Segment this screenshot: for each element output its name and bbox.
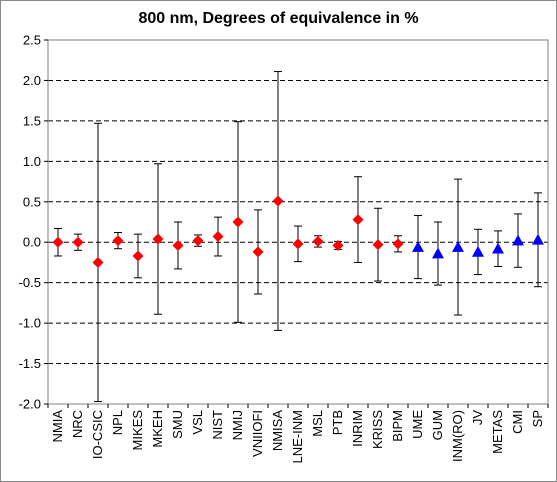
x-tick-label: NMIJ [230,410,245,440]
x-tick-label: JV [470,410,485,426]
x-tick-label: KRISS [370,410,385,449]
diamond-marker [312,235,324,247]
x-tick-label: IO-CSIC [90,410,105,459]
triangle-marker [452,241,464,252]
x-tick-label: INM(RO) [450,410,465,462]
y-tick-label: 0.0 [23,235,41,250]
x-tick-label: SP [530,410,545,427]
y-tick-label: 1.5 [23,113,41,128]
diamond-marker [152,233,164,245]
x-tick-label: NPL [110,410,125,435]
triangle-marker [472,245,484,257]
diamond-marker [272,195,284,207]
x-tick-label: GUM [430,410,445,440]
y-tick-label: 2.0 [23,73,41,88]
triangle-marker [412,241,424,252]
x-tick-label: CMI [510,410,525,434]
x-tick-label: PTB [330,410,345,435]
x-tick-label: INRIM [350,410,365,447]
diamond-marker [352,214,364,226]
y-tick-label: -0.5 [19,275,41,290]
label-layer: 2.5 2.0 1.5 1.0 0.5 0.0 -0.5 -1.0 -1.5 -2.0 NMIA NR… [19,33,545,464]
x-tick-label: NMISA [270,410,285,452]
diamond-marker [112,235,124,247]
diamond-marker [252,246,264,258]
diamond-marker [192,235,204,247]
triangle-marker [532,233,544,245]
diamond-marker [292,238,304,250]
diamond-marker [212,231,224,243]
plot-area-border [47,39,549,405]
x-tick-label: VSL [190,410,205,435]
x-tick-label: UME [410,410,425,439]
x-tick-label: NMIA [50,410,65,443]
diamond-marker [132,250,144,262]
axis-layer [44,39,549,408]
diamond-marker [372,239,384,251]
y-tick-label: 2.5 [23,33,41,48]
x-tick-label: NIST [210,410,225,440]
marker-layer [52,195,544,268]
y-tick-label: -2.0 [19,397,41,412]
x-tick-label: MSL [310,410,325,437]
x-tick-label: BIPM [390,410,405,442]
triangle-marker [492,242,504,254]
diamond-marker [232,216,244,228]
grid-layer [48,79,548,365]
x-tick-label: MKEH [150,410,165,448]
x-tick-label: MIKES [130,410,145,451]
diamond-marker [72,236,84,248]
y-tick-label: 0.5 [23,194,41,209]
x-tick-label: METAS [490,410,505,454]
y-tick-label: -1.5 [19,356,41,371]
diamond-marker [172,239,184,251]
diamond-marker [332,239,344,251]
y-tick-label: -1.0 [19,316,41,331]
x-tick-label: VNIIOFI [250,410,265,457]
x-tick-label: SMU [170,410,185,439]
diamond-marker [52,236,64,248]
chart-title: 800 nm, Degrees of equivalence in % [138,10,419,27]
x-tick-label: NRC [70,410,85,438]
diamond-marker [392,238,404,250]
diamond-marker [92,256,104,268]
y-tick-label: 1.0 [23,154,41,169]
x-tick-label: LNE-INM [290,410,305,463]
triangle-marker [432,247,444,259]
triangle-marker [512,234,524,246]
